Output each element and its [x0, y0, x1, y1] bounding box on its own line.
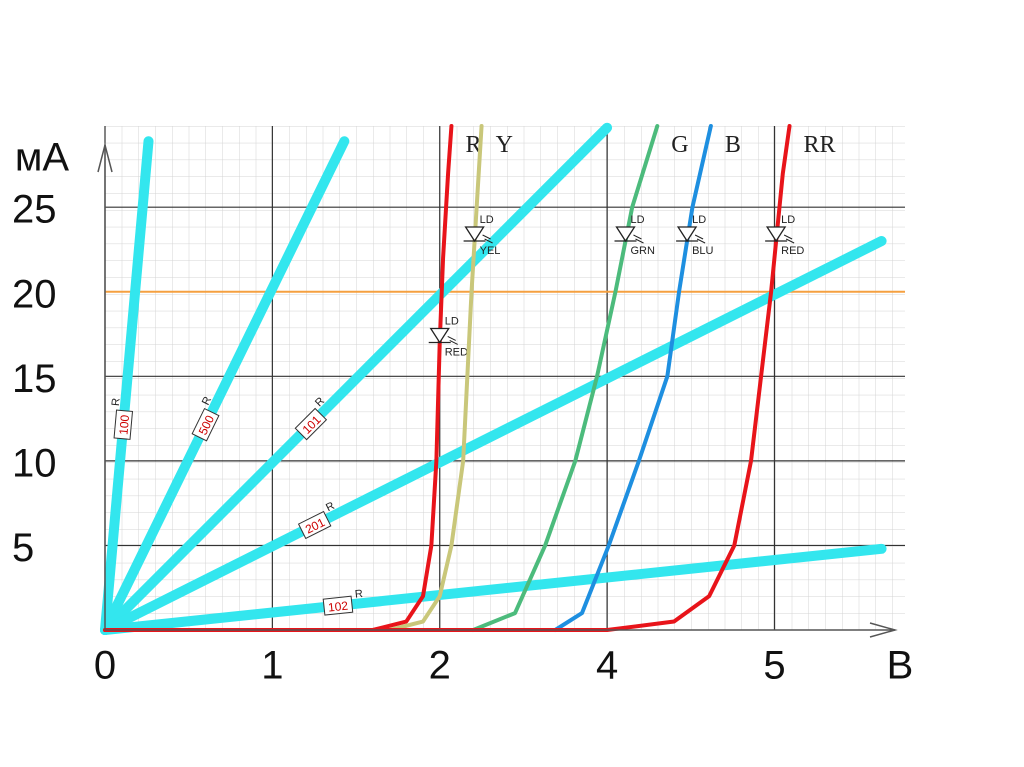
diode-rays	[447, 336, 458, 345]
resistor-line	[100, 543, 887, 635]
resistor-value: 100	[116, 414, 132, 436]
diode-triangle	[614, 226, 637, 243]
y-tick-label: 5	[12, 526, 34, 570]
resistor-line	[100, 122, 613, 635]
diode-prefix: LD	[631, 214, 645, 226]
series-name: R	[465, 132, 481, 158]
series-name: Y	[496, 132, 513, 158]
y-tick-label: 10	[12, 441, 57, 485]
diode-rays	[694, 234, 706, 244]
diode-tag: GRN	[631, 245, 656, 257]
resistor-box	[297, 510, 332, 540]
diode-curve	[553, 124, 713, 632]
diode-rays	[482, 234, 493, 244]
resistor-label: 100 R	[110, 397, 134, 440]
diode-symbol: LD RED	[765, 214, 804, 257]
diode-rays	[783, 234, 795, 244]
diode-symbol: LD BLU	[676, 214, 714, 257]
x-tick-label: 1	[261, 644, 283, 688]
diode-curve	[103, 124, 792, 632]
diode-prefix: LD	[445, 315, 459, 327]
diode-tag: RED	[445, 346, 468, 358]
diode-triangle	[676, 226, 699, 243]
diode-prefix: LD	[781, 214, 795, 226]
resistor-prefix: R	[110, 397, 123, 406]
resistor-value: 102	[327, 599, 349, 615]
diode-curve	[471, 124, 660, 632]
y-tick-label: 20	[12, 272, 57, 316]
y-tick-label: 15	[12, 357, 57, 401]
resistor-line	[100, 236, 887, 635]
diode-symbol: LD YEL	[463, 214, 501, 257]
resistor-prefix: R	[354, 588, 363, 601]
resistor-line	[100, 136, 350, 635]
diode-triangle	[463, 226, 486, 243]
plot-area: 100R500R101R201R102RRLDREDYLDYELGLDGRNBL…	[100, 122, 887, 635]
diode-symbol: LD RED	[428, 315, 468, 358]
y-axis-arrow	[97, 142, 113, 173]
diode-tag: RED	[781, 245, 804, 257]
x-axis-arrow	[869, 622, 898, 638]
y-axis-label: мА	[15, 136, 70, 180]
diode-prefix: LD	[480, 214, 494, 226]
resistor-box	[191, 407, 220, 442]
diode-curve	[103, 124, 454, 632]
diode-tag: YEL	[480, 245, 501, 257]
resistor-box	[294, 407, 328, 441]
diode-curve	[387, 124, 484, 632]
x-tick-label: 4	[596, 644, 618, 688]
x-tick-label: 5	[763, 644, 785, 688]
x-axis-label: В	[887, 644, 914, 688]
resistor-line	[100, 136, 154, 635]
diode-prefix: LD	[692, 214, 706, 226]
series-name: B	[725, 132, 741, 158]
resistor-box	[113, 409, 134, 440]
y-tick-label: 25	[12, 188, 57, 232]
resistor-label: 102 R	[322, 588, 364, 616]
diode-triangle	[428, 327, 451, 344]
series-name: G	[671, 132, 688, 158]
diode-triangle	[765, 226, 788, 243]
resistor-box	[322, 595, 354, 616]
diode-tag: BLU	[692, 245, 713, 257]
diode-rays	[633, 234, 644, 244]
x-tick-label: 2	[429, 644, 451, 688]
x-tick-label: 0	[94, 644, 116, 688]
diode-symbol: LD GRN	[614, 214, 656, 257]
series-name: RR	[804, 132, 836, 158]
